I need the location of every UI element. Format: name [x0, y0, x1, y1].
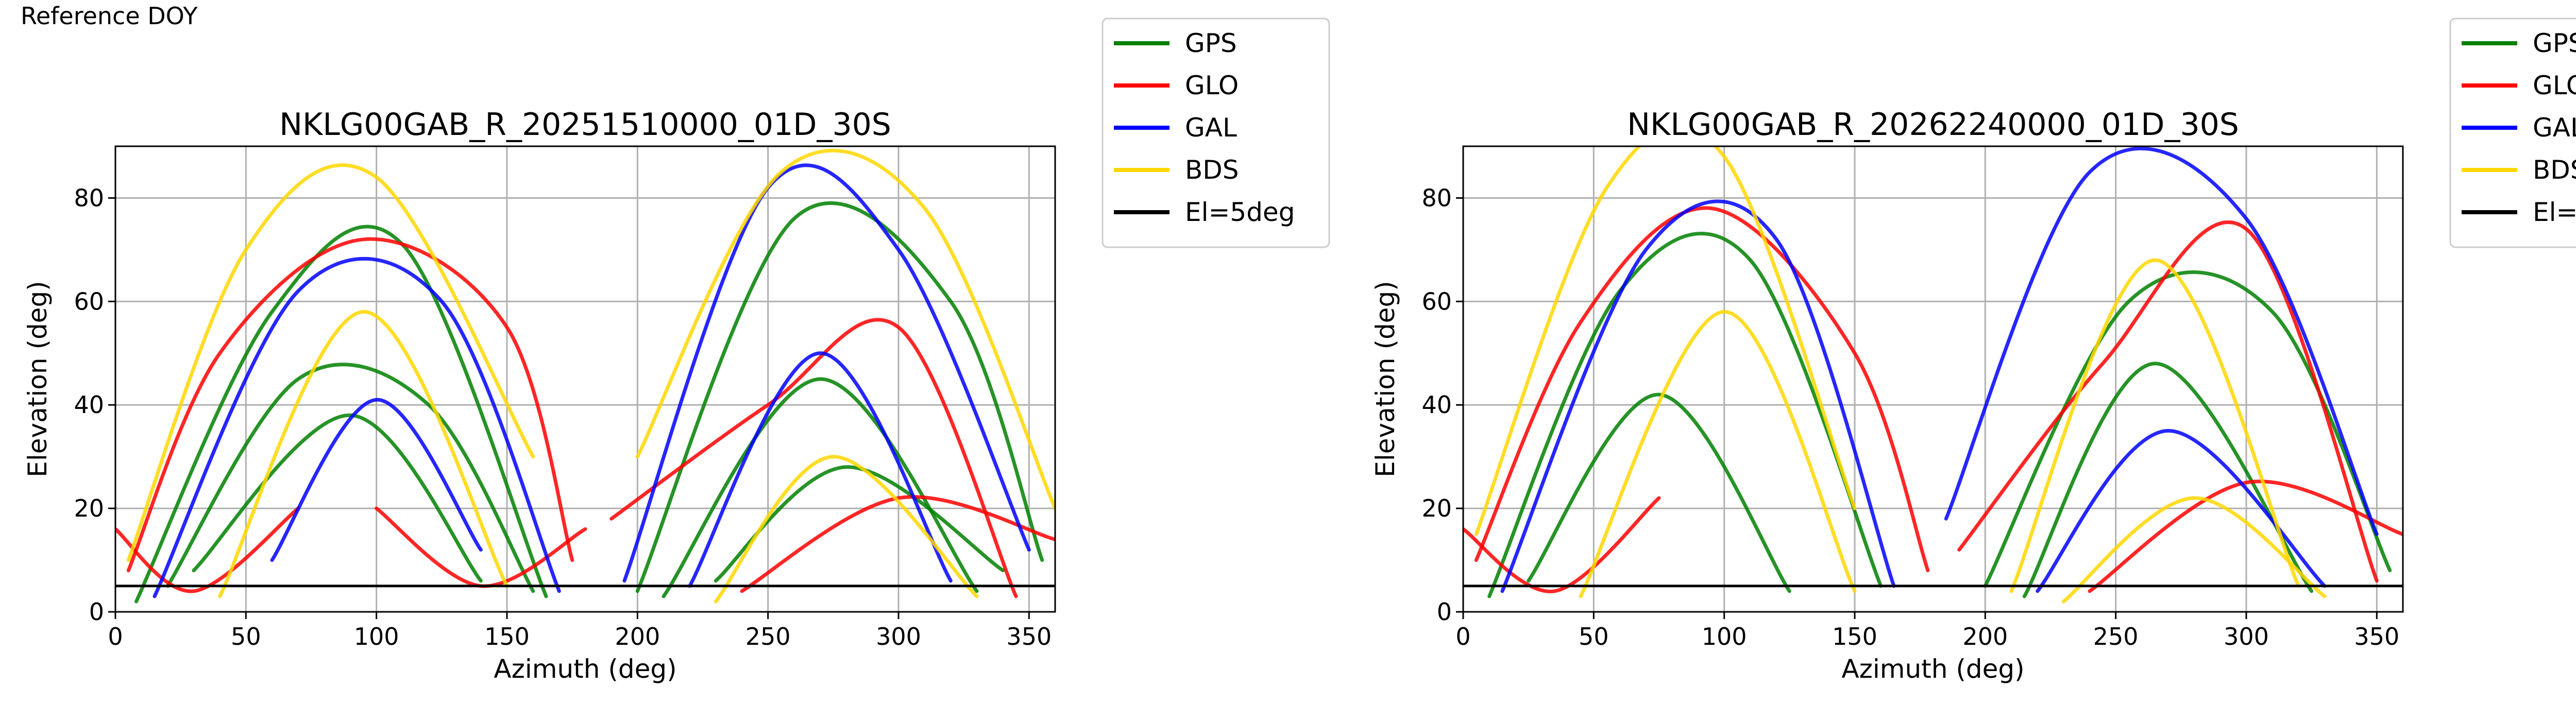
x-tick-label: 200 [615, 623, 660, 650]
y-tick-label: 0 [89, 598, 104, 626]
plot-area [1463, 146, 2403, 604]
x-tick-label: 150 [1832, 623, 1877, 650]
page-label: Reference DOY [21, 2, 198, 30]
x-tick-label: 50 [231, 623, 261, 650]
x-tick-label: 100 [354, 623, 399, 650]
series-gal-arc-1 [1500, 199, 1896, 593]
legend-box [2449, 18, 2576, 248]
series-bds-arc-3 [635, 148, 1055, 510]
x-axis-label: Azimuth (deg) [1841, 654, 2024, 684]
series-glo-arc-2 [115, 506, 300, 593]
y-tick-label: 40 [1421, 391, 1452, 419]
legend: GPS GLO GAL BDS El=5deg [2449, 18, 2576, 248]
x-tick-label: 250 [745, 623, 791, 650]
series-gal-arc-3 [2036, 428, 2327, 593]
axes-frame [114, 145, 1056, 613]
x-tick-label: 0 [1455, 623, 1470, 650]
series-gal-arc-2 [1944, 146, 2379, 536]
legend-label: BDS [2533, 155, 2576, 185]
legend-box [1101, 18, 1330, 248]
axes-frame [1462, 145, 2404, 613]
series-bds-arc-2 [218, 310, 509, 598]
x-tick-label: 300 [876, 623, 921, 650]
series-bds-arc-1 [126, 163, 535, 562]
series-gps-arc-2 [1527, 392, 1791, 593]
x-tick-label: 250 [2093, 623, 2139, 650]
series-glo-arc-5 [740, 495, 1055, 593]
chart-title: NKLG00GAB_R_20262240000_01D_30S [1627, 107, 2239, 143]
series-gal-arc-2 [270, 398, 483, 562]
legend-label: GAL [1185, 113, 1237, 143]
y-tick-label: 40 [74, 391, 104, 419]
legend-label: GLO [2533, 71, 2576, 100]
series-gal-arc-4 [688, 351, 953, 588]
x-tick-label: 50 [1579, 623, 1609, 650]
series-bds-arc-4 [2061, 496, 2327, 604]
legend: GPS GLO GAL BDS El=5deg [1101, 18, 1330, 248]
y-tick-label: 60 [1421, 287, 1452, 315]
series-gps-arc-1 [134, 225, 548, 604]
series-glo-arc-1 [1474, 206, 1930, 573]
y-axis-label: Elevation (deg) [23, 281, 53, 477]
y-tick-label: 20 [74, 494, 104, 522]
y-axis-label: Elevation (deg) [1370, 281, 1400, 477]
legend-label: GPS [1185, 28, 1237, 58]
x-tick-label: 0 [108, 623, 123, 650]
series-bds-arc-4 [714, 455, 979, 604]
series-gps-arc-2 [165, 363, 535, 593]
series-gal-arc-1 [152, 256, 561, 598]
plot-area [115, 148, 1055, 604]
series-bds-arc-3 [2009, 258, 2300, 593]
series-bds-arc-1 [1474, 146, 1857, 536]
legend-label: BDS [1185, 155, 1239, 185]
chart-title: NKLG00GAB_R_20251510000_01D_30S [279, 107, 891, 143]
legend-label: GLO [1185, 71, 1239, 100]
x-tick-label: 350 [1006, 623, 1052, 650]
x-tick-label: 300 [2224, 623, 2269, 650]
series-glo-arc-4 [609, 318, 1018, 598]
series-gps-arc-5 [662, 377, 979, 598]
legend-label: El=5deg [1185, 197, 1295, 227]
series-glo-arc-2 [1463, 496, 1661, 593]
legend-label: GAL [2533, 113, 2576, 143]
series-bds-arc-2 [1579, 310, 1857, 598]
series-gal-arc-3 [622, 163, 1031, 583]
y-tick-label: 60 [74, 287, 104, 315]
series-glo-arc-4 [2088, 479, 2403, 593]
series-glo-arc-3 [1957, 220, 2379, 583]
x-tick-label: 350 [2354, 623, 2399, 650]
y-tick-label: 80 [74, 184, 104, 212]
series-gps-arc-6 [714, 465, 1005, 583]
chart-1: 0 50 100 150 200 250 300 350 0 20 40 60 80 NKLG00GAB_… [23, 18, 1330, 684]
x-tick-label: 200 [1962, 623, 2008, 650]
x-tick-label: 100 [1702, 623, 1747, 650]
y-tick-label: 20 [1421, 494, 1452, 522]
legend-label: GPS [2533, 28, 2576, 58]
y-tick-label: 80 [1421, 184, 1452, 212]
legend-label: El=5deg [2533, 197, 2576, 227]
series-glo-arc-1 [126, 237, 574, 573]
series-gps-arc-4 [635, 201, 1044, 593]
x-axis-label: Azimuth (deg) [494, 654, 676, 684]
chart-2: 0 50 100 150 200 250 300 350 0 20 40 60 80 NKLG00GAB_… [1370, 18, 2576, 684]
series-gps-arc-3 [1983, 270, 2392, 588]
series-gps-arc-3 [192, 413, 483, 583]
y-tick-label: 0 [1437, 598, 1452, 626]
x-tick-label: 150 [484, 623, 530, 650]
